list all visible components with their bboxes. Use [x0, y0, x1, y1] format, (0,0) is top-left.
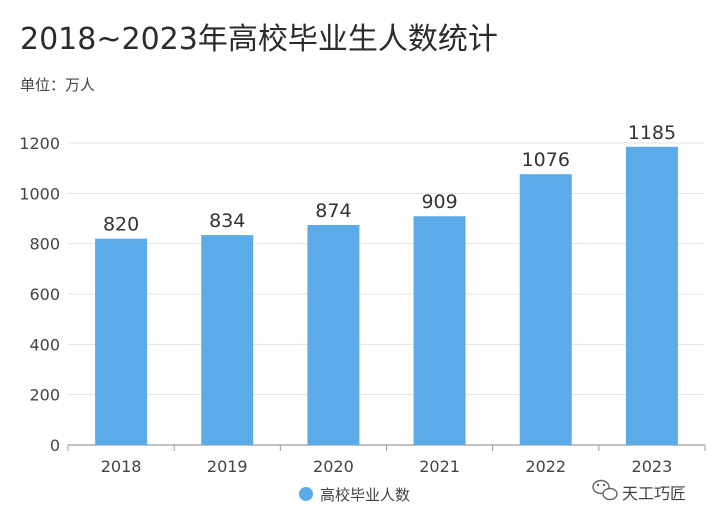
- bar-2021: [413, 216, 466, 445]
- data-label: 1076: [522, 149, 570, 171]
- unit-label: 单位：万人: [20, 76, 96, 94]
- y-tick-label: 200: [29, 386, 60, 405]
- wechat-icon: [592, 479, 618, 501]
- x-tick-label: 2020: [313, 457, 354, 476]
- y-tick-label: 0: [50, 436, 60, 455]
- watermark-text: 天工巧匠: [622, 484, 686, 503]
- data-label: 820: [103, 214, 139, 236]
- gridlines: [68, 142, 705, 446]
- x-tick-label: 2023: [632, 457, 673, 476]
- bar-2019: [201, 235, 254, 445]
- bar-2018: [95, 238, 148, 445]
- data-label: 834: [209, 210, 245, 232]
- y-axis: 0 200 400 600 800 1000 1200: [19, 134, 60, 455]
- y-tick-label: 1200: [19, 134, 60, 153]
- bar-2023: [625, 146, 678, 445]
- x-axis: 2018 2019 2020 2021 2022 2023: [67, 445, 706, 476]
- y-tick-label: 600: [29, 285, 60, 304]
- bars: 820 834 874 909 1076 1185: [95, 122, 678, 445]
- y-tick-label: 1000: [19, 184, 60, 203]
- data-label: 909: [421, 191, 457, 213]
- y-tick-label: 400: [29, 335, 60, 354]
- bar-2020: [307, 225, 360, 445]
- x-tick-label: 2018: [101, 457, 142, 476]
- y-tick-label: 800: [29, 235, 60, 254]
- data-label: 1185: [628, 122, 676, 144]
- watermark: 天工巧匠: [592, 479, 686, 503]
- legend-marker: [299, 487, 313, 501]
- x-tick-label: 2022: [525, 457, 566, 476]
- legend: 高校毕业人数: [299, 486, 410, 504]
- bar-2022: [519, 174, 572, 445]
- x-tick-label: 2019: [207, 457, 248, 476]
- data-label: 874: [315, 200, 351, 222]
- x-tick-label: 2021: [419, 457, 460, 476]
- legend-label: 高校毕业人数: [320, 486, 410, 504]
- chart-title: 2018~2023年高校毕业生人数统计: [20, 22, 498, 57]
